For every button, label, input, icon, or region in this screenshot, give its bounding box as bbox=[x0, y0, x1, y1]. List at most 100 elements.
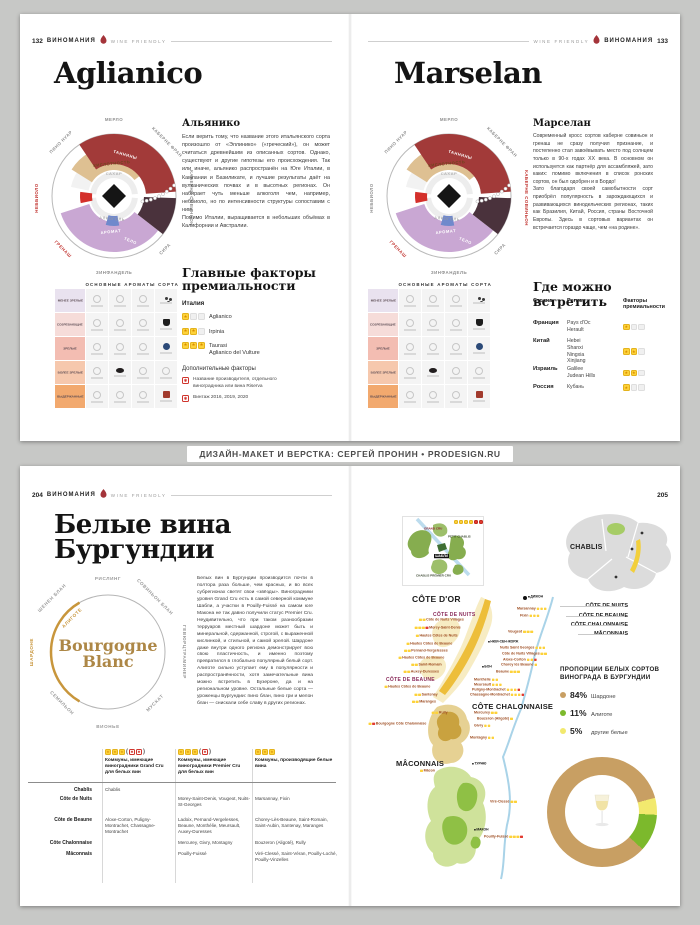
grape-variety-label: ПИНО НУАР bbox=[48, 129, 73, 154]
aroma-caption-bar bbox=[114, 375, 126, 377]
label-text: Pouilly-Fuissé bbox=[484, 835, 509, 839]
aroma-cell bbox=[445, 337, 467, 360]
svg-shape bbox=[593, 35, 600, 44]
map-region-heading: MÂCONNAIS bbox=[396, 759, 444, 768]
white-grapes-circle: РИСЛИНГ СОВИНЬОН БЛАН ГЕВЮРЦТРАМИНЕР МУСКАТ… bbox=[23, 567, 193, 737]
aroma-stage-label: ЗРЕЛЫЕ bbox=[55, 337, 85, 360]
scale-dot bbox=[153, 196, 157, 200]
aroma-caption-bar bbox=[160, 302, 172, 304]
additional-factor-text: Винтаж 2016, 2019, 2020 bbox=[193, 395, 249, 401]
aroma-sketch-icon bbox=[452, 390, 460, 399]
star-icon: ★ bbox=[623, 348, 630, 355]
label-text: ТУРНЮ bbox=[474, 762, 487, 766]
aroma-cell bbox=[109, 313, 131, 336]
star-icon bbox=[419, 769, 423, 773]
star-icon bbox=[510, 717, 513, 721]
factors-heading: Главные факторы премиальности bbox=[182, 265, 316, 294]
wheel-axis-label: КИСЛОТНОСТЬ bbox=[428, 159, 466, 168]
star-icon: ★ bbox=[255, 749, 261, 755]
star-icon bbox=[530, 630, 533, 634]
col-premium-rating: ★ ★ ★(✱) bbox=[178, 749, 250, 755]
star-icon bbox=[490, 711, 494, 715]
star-icon bbox=[416, 634, 419, 638]
aroma-caption-bar bbox=[450, 400, 462, 403]
aroma-caption-bar bbox=[404, 376, 416, 379]
aroma-caption-bar bbox=[160, 328, 172, 330]
aroma-cell bbox=[445, 385, 467, 408]
white-grapes-circle-svg: РИСЛИНГ СОВИНЬОН БЛАН ГЕВЮРЦТРАМИНЕР МУСКАТ… bbox=[29, 576, 187, 729]
black-pepper-icon bbox=[164, 297, 168, 300]
factor-label: Irpinia bbox=[209, 328, 225, 335]
star-icon: ★ bbox=[112, 749, 118, 755]
aroma-stage-label: БОЛЕЕ ЗРЕЛЫЕ bbox=[55, 361, 85, 384]
star-icon bbox=[509, 835, 513, 839]
map-region-heading: CÔTE D'OR bbox=[412, 594, 461, 604]
blueberry-icon bbox=[162, 343, 170, 350]
wheel-axis-label: АРОМАТ bbox=[435, 228, 456, 235]
map-commune-label: Beaune bbox=[496, 670, 520, 674]
star-icon bbox=[495, 678, 498, 682]
aroma-cell bbox=[109, 385, 131, 408]
region-connector-line bbox=[572, 625, 624, 626]
star-icon bbox=[419, 618, 422, 622]
aroma-stage-text: СОЗРЕВАЮЩИЕ bbox=[57, 322, 83, 327]
star-slot-icon: ★ bbox=[630, 323, 637, 330]
page-divider bbox=[348, 466, 352, 906]
paren: ( bbox=[199, 749, 201, 755]
map-subregion-heading: CÔTE DE BEAUNE bbox=[386, 677, 435, 683]
wheel-sector bbox=[472, 197, 511, 235]
paren: ( bbox=[126, 749, 128, 755]
communes-col-label: Коммуны, имеющие виноградники Grand Cru … bbox=[105, 758, 164, 775]
star-icon: ★ bbox=[623, 384, 630, 391]
aroma-cell bbox=[468, 289, 490, 312]
premium-rating: ✱ bbox=[202, 749, 208, 755]
aroma-cell bbox=[132, 289, 154, 312]
factor-row: ★ ★ ★ Irpinia bbox=[182, 327, 334, 336]
label-text: Meursault bbox=[474, 683, 492, 687]
star-icon bbox=[491, 736, 495, 740]
label-text: Côte de Nuits Villages bbox=[502, 652, 540, 656]
aroma-stage-text: БОЛЕЕ ЗРЕЛЫЕ bbox=[57, 370, 83, 375]
town-marker-icon bbox=[472, 763, 474, 765]
map-commune-label: Pouilly-Fuissé bbox=[484, 835, 523, 839]
star-icon: ★ bbox=[190, 341, 197, 349]
label-text: CHABLIS PREMIER CRU bbox=[416, 574, 452, 578]
label-text: Aloxe-Corton bbox=[503, 658, 526, 662]
region-connector-line bbox=[560, 606, 624, 607]
star-icon: ★ bbox=[182, 327, 189, 335]
premium-rating: ★ ★ ★ bbox=[105, 749, 125, 755]
aroma-caption-bar bbox=[91, 304, 103, 307]
header-rule bbox=[170, 40, 332, 42]
aroma-caption-bar bbox=[91, 376, 103, 379]
aroma-stage-label: МЕНЕЕ ЗРЕЛЫЕ bbox=[55, 289, 85, 312]
aroma-sketch-icon bbox=[162, 366, 170, 375]
circle-center-line1: Bourgogne bbox=[58, 636, 157, 655]
label-text: Morey-Saint-Denis bbox=[429, 626, 461, 630]
star-icon: ★ bbox=[178, 749, 184, 755]
aroma-cell bbox=[109, 337, 131, 360]
aroma-sketch-icon bbox=[93, 390, 101, 399]
grape-variety-label: ГРЕНАШ bbox=[388, 239, 407, 258]
aroma-grid-marselan: ОСНОВНЫЕ АРОМАТЫ СОРТА МЕНЕЕ ЗРЕЛЫЕ СОЗРЕВ… bbox=[368, 282, 492, 408]
star-icon bbox=[403, 670, 407, 674]
star-icon bbox=[418, 626, 422, 630]
additional-factors-heading: Дополнительные факторы bbox=[182, 366, 256, 373]
chablis-rating bbox=[454, 520, 483, 524]
white-grape-label: СОВИНЬОН БЛАН bbox=[136, 578, 174, 616]
communes-cell: Morey-Saint-Denis, Vougeot, Nuits-St-Geo… bbox=[178, 796, 250, 807]
wheel-axis-label: ТАННИНЫ bbox=[113, 149, 138, 161]
burgundy-overview-map bbox=[566, 514, 671, 592]
grape-variety-label: СИРА bbox=[158, 242, 172, 256]
aroma-cell bbox=[155, 289, 177, 312]
map-commune-label: Chorey lès Beaune bbox=[501, 663, 538, 667]
aroma-sketch-icon bbox=[406, 294, 414, 303]
label-text: Rully bbox=[439, 711, 448, 715]
premium-red-icon: ✱ bbox=[202, 749, 208, 755]
star-icon: ★ bbox=[198, 341, 205, 349]
credit-bar: ДИЗАЙН-МАКЕТ И ВЕРСТКА: СЕРГЕЙ ПРОНИН • … bbox=[0, 443, 700, 464]
spread-aglianico-marselan: 132 ВИНОМАНИЯ WINE FRIENDLY WINE FRIENDLY В… bbox=[20, 14, 680, 441]
star-icon: ★ bbox=[623, 323, 630, 330]
legend-color-dot bbox=[560, 728, 566, 735]
premium-rating: ★ ★ ★ bbox=[178, 749, 198, 755]
table-column-rule bbox=[252, 749, 253, 883]
